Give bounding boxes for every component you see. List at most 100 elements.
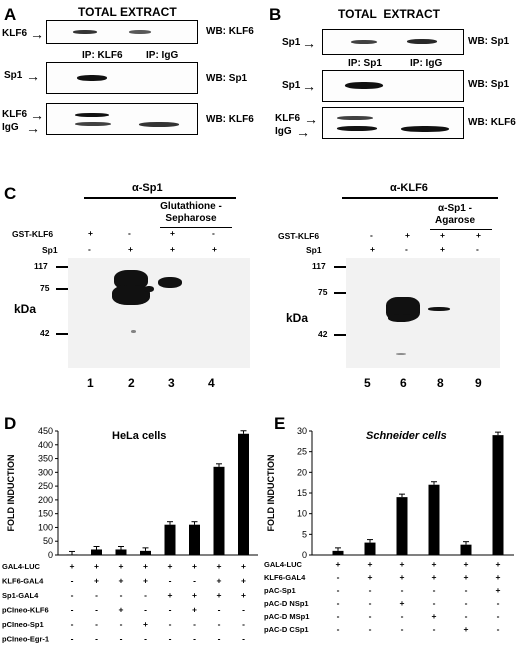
sign: - bbox=[212, 228, 215, 238]
sign: - bbox=[433, 585, 436, 595]
blot-band bbox=[428, 307, 450, 311]
panel-d-letter: D bbox=[4, 414, 17, 433]
lane-label: 3 bbox=[168, 376, 175, 390]
panel-b-row1-right-label: WB: Sp1 bbox=[468, 36, 510, 47]
sign: - bbox=[218, 619, 221, 629]
blot-band bbox=[337, 116, 373, 120]
sign: - bbox=[95, 590, 98, 600]
panel-c-right-antibody: α-KLF6 bbox=[390, 182, 428, 194]
sign: - bbox=[242, 605, 245, 615]
panel-a-row2-right-label: WB: Sp1 bbox=[206, 73, 248, 84]
bar bbox=[189, 524, 200, 555]
panel-c-right-row2-label: Sp1 bbox=[306, 245, 322, 255]
y-tick-label: 150 bbox=[38, 509, 53, 519]
blot-band bbox=[388, 314, 414, 322]
sign: - bbox=[71, 590, 74, 600]
panel-a-letter: A bbox=[4, 5, 17, 24]
sign: - bbox=[369, 611, 372, 621]
blot-band bbox=[396, 353, 406, 355]
sign: + bbox=[217, 561, 222, 571]
sign: + bbox=[464, 559, 469, 569]
bar bbox=[492, 435, 504, 555]
blot-band bbox=[73, 30, 97, 34]
sign: - bbox=[71, 619, 74, 629]
marker-tick bbox=[334, 292, 346, 294]
sign: - bbox=[218, 634, 221, 644]
lane-label: 2 bbox=[128, 376, 135, 390]
sign: + bbox=[143, 561, 148, 571]
sign: + bbox=[464, 572, 469, 582]
sign: - bbox=[95, 605, 98, 615]
gel-c-left bbox=[68, 258, 250, 368]
panel-c-right-row1-label: GST-KLF6 bbox=[278, 231, 320, 241]
sign: + bbox=[400, 559, 405, 569]
row-label: Sp1-GAL4 bbox=[2, 591, 39, 600]
row-label: KLF6-GAL4 bbox=[264, 573, 306, 582]
sign: - bbox=[71, 605, 74, 615]
sign: + bbox=[368, 572, 373, 582]
row-label: pAC-D CSp1 bbox=[264, 625, 309, 634]
sign: + bbox=[170, 228, 175, 238]
sign: + bbox=[212, 244, 217, 254]
sign: + bbox=[143, 619, 148, 629]
blot-band bbox=[401, 126, 449, 132]
y-tick-label: 50 bbox=[43, 536, 53, 546]
sign: + bbox=[432, 572, 437, 582]
row-label: pAC-D MSp1 bbox=[264, 612, 309, 621]
sign: + bbox=[476, 230, 481, 240]
row-label: GAL4-LUC bbox=[2, 562, 40, 571]
sign: + bbox=[70, 561, 75, 571]
chart-d: 0 50 100 150 200 250 300 350 400 450 FOLD INDUCTIO… bbox=[2, 426, 258, 644]
sign: - bbox=[433, 624, 436, 634]
bar bbox=[460, 544, 472, 555]
blot-band bbox=[337, 126, 377, 131]
sign: + bbox=[241, 590, 246, 600]
panel-b-letter: B bbox=[269, 5, 282, 24]
sign: - bbox=[405, 244, 408, 254]
sign: - bbox=[465, 585, 468, 595]
sign: + bbox=[128, 244, 133, 254]
sign: + bbox=[440, 244, 445, 254]
arrow-icon: → bbox=[30, 26, 44, 42]
sign: - bbox=[369, 585, 372, 595]
bar bbox=[140, 550, 151, 555]
chart-title: HeLa cells bbox=[112, 430, 166, 442]
panel-b-row3-right-label: WB: KLF6 bbox=[468, 117, 516, 128]
y-tick-label: 30 bbox=[297, 426, 307, 436]
sign: - bbox=[337, 572, 340, 582]
panel-c-left-antibody: α-Sp1 bbox=[132, 182, 163, 194]
sign: + bbox=[400, 598, 405, 608]
sign: - bbox=[169, 619, 172, 629]
lane-label: 6 bbox=[400, 376, 407, 390]
sign: - bbox=[193, 634, 196, 644]
sign: + bbox=[241, 576, 246, 586]
sign: - bbox=[88, 244, 91, 254]
sign: + bbox=[119, 576, 124, 586]
sign: - bbox=[144, 605, 147, 615]
marker-tick bbox=[56, 266, 68, 268]
sign: + bbox=[405, 230, 410, 240]
sign: - bbox=[169, 576, 172, 586]
panel-a-row2-left-label: Sp1 bbox=[4, 70, 23, 81]
sign: - bbox=[497, 611, 500, 621]
divider bbox=[430, 229, 492, 230]
blot-a-row2 bbox=[46, 62, 198, 94]
marker-tick bbox=[334, 266, 346, 268]
marker-label: 75 bbox=[40, 283, 50, 293]
sign: - bbox=[337, 611, 340, 621]
sign: - bbox=[370, 230, 373, 240]
panel-a-ip-left: IP: KLF6 bbox=[82, 50, 123, 61]
bar bbox=[115, 549, 127, 555]
marker-label: 117 bbox=[34, 261, 48, 271]
y-tick-label: 450 bbox=[38, 426, 53, 436]
sign: - bbox=[337, 624, 340, 634]
sign: + bbox=[119, 605, 124, 615]
blot-b-row3 bbox=[322, 107, 464, 139]
panel-c-letter: C bbox=[4, 184, 17, 203]
panel-b-row1-left-label: Sp1 bbox=[282, 37, 301, 48]
y-tick-label: 20 bbox=[297, 467, 307, 477]
sign: - bbox=[120, 590, 123, 600]
bar bbox=[332, 550, 344, 555]
arrow-icon: → bbox=[296, 124, 310, 140]
sign: + bbox=[432, 559, 437, 569]
